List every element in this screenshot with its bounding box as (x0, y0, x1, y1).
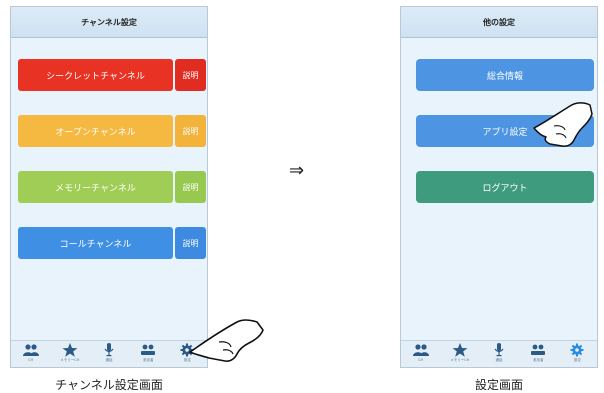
tab-memory-ch[interactable]: メモリーCH (50, 341, 89, 367)
tab-label: CH (418, 358, 424, 362)
people-icon (531, 344, 546, 355)
tab-label: 通話 (495, 358, 503, 362)
left-screen-caption: チャンネル設定画面 (55, 378, 163, 392)
tab-bar: CH メモリーCH 通話 参加者 設定 (11, 340, 207, 367)
other-settings-screen: 他の設定 総合情報 アプリ設定 ログアウト CH メモリーCH 通話 参加者 設… (400, 6, 598, 368)
people-icon (141, 344, 156, 355)
memory-channel-button[interactable]: メモリーチャンネル (18, 171, 173, 203)
pointing-hand-icon (189, 319, 264, 362)
call-channel-row: コールチャンネル 説明 (18, 227, 206, 259)
call-channel-help-button[interactable]: 説明 (175, 227, 206, 259)
open-channel-help-button[interactable]: 説明 (175, 115, 206, 147)
logout-button[interactable]: ログアウト (416, 171, 594, 203)
tab-participants[interactable]: 参加者 (129, 341, 168, 367)
open-channel-button[interactable]: オープンチャンネル (18, 115, 173, 147)
microphone-icon (104, 343, 114, 357)
memory-channel-row: メモリーチャンネル 説明 (18, 171, 206, 203)
secret-channel-help-button[interactable]: 説明 (175, 59, 206, 91)
users-icon (22, 344, 39, 356)
tab-call[interactable]: 通話 (479, 341, 518, 367)
star-icon (62, 343, 78, 357)
microphone-icon (494, 343, 504, 357)
tab-ch[interactable]: CH (11, 341, 50, 367)
screen-title: チャンネル設定 (11, 7, 207, 38)
tab-label: CH (28, 358, 34, 362)
tab-memory-ch[interactable]: メモリーCH (440, 341, 479, 367)
tab-label: メモリーCH (450, 358, 470, 362)
users-icon (412, 344, 429, 356)
call-channel-button[interactable]: コールチャンネル (18, 227, 173, 259)
tab-participants[interactable]: 参加者 (519, 341, 558, 367)
tab-settings[interactable]: 設定 (558, 341, 597, 367)
transition-arrow: ⇒ (289, 160, 305, 181)
open-channel-row: オープンチャンネル 説明 (18, 115, 206, 147)
secret-channel-button[interactable]: シークレットチャンネル (18, 59, 173, 91)
tab-label: メモリーCH (60, 358, 80, 362)
memory-channel-help-button[interactable]: 説明 (175, 171, 206, 203)
gear-icon (570, 343, 584, 357)
general-info-button[interactable]: 総合情報 (416, 59, 594, 91)
star-icon (452, 343, 468, 357)
channel-settings-screen: チャンネル設定 シークレットチャンネル 説明 オープンチャンネル 説明 メモリー… (10, 6, 208, 368)
tab-call[interactable]: 通話 (89, 341, 128, 367)
secret-channel-row: シークレットチャンネル 説明 (18, 59, 206, 91)
tab-ch[interactable]: CH (401, 341, 440, 367)
screen-title: 他の設定 (401, 7, 597, 38)
tab-label: 参加者 (142, 358, 154, 362)
tab-label: 設定 (183, 358, 191, 362)
tab-label: 設定 (573, 358, 581, 362)
tab-bar: CH メモリーCH 通話 参加者 設定 (401, 340, 597, 367)
tab-label: 通話 (105, 358, 113, 362)
right-screen-caption: 設定画面 (474, 378, 523, 392)
tab-label: 参加者 (532, 358, 544, 362)
pointing-hand-icon (533, 102, 593, 147)
